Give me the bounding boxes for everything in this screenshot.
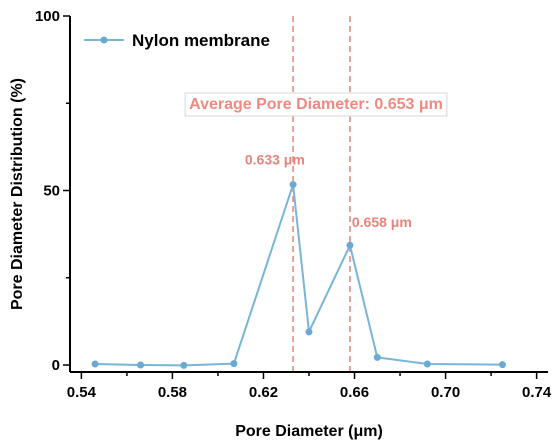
peak-label-0658: 0.658 μm xyxy=(352,214,412,230)
y-tick-label-1: 50 xyxy=(43,183,60,200)
data-point-3 xyxy=(230,360,238,368)
data-point-4 xyxy=(289,181,297,189)
data-point-7 xyxy=(373,353,381,361)
y-tick-label-2: 100 xyxy=(35,8,60,25)
peak-marker-lines xyxy=(292,16,351,372)
x-tick-label-5: 0.74 xyxy=(522,384,552,401)
y-axis-title: Pore Diameter Distribution (%) xyxy=(9,78,26,310)
x-tick-label-3: 0.66 xyxy=(340,384,369,401)
series-line-0 xyxy=(95,184,503,367)
data-point-0 xyxy=(91,360,99,368)
x-tick-label-1: 0.58 xyxy=(158,384,187,401)
legend-label-nylon-membrane: Nylon membrane xyxy=(132,31,270,50)
average-pore-diameter-label: Average Pore Diameter: 0.653 μm xyxy=(189,96,443,113)
data-point-2 xyxy=(180,361,188,369)
ticks: 0.54 0.58 0.62 0.66 0.70 0.74 0 50 100 xyxy=(35,8,552,401)
x-tick-label-4: 0.70 xyxy=(431,384,460,401)
data-point-1 xyxy=(137,361,145,369)
y-tick-label-0: 0 xyxy=(52,357,60,374)
series-layer xyxy=(91,181,506,369)
average-label-box xyxy=(184,92,448,117)
peak-label-0633: 0.633 μm xyxy=(245,151,305,167)
data-point-6 xyxy=(346,241,354,249)
x-axis-title: Pore Diameter (μm) xyxy=(235,423,383,440)
data-point-8 xyxy=(423,360,431,368)
x-tick-label-0: 0.54 xyxy=(67,384,97,401)
axes xyxy=(69,16,548,373)
data-point-9 xyxy=(498,361,506,369)
legend-marker xyxy=(100,36,108,44)
data-point-5 xyxy=(305,328,313,336)
x-tick-label-2: 0.62 xyxy=(249,384,278,401)
legend: Nylon membrane xyxy=(84,31,270,50)
